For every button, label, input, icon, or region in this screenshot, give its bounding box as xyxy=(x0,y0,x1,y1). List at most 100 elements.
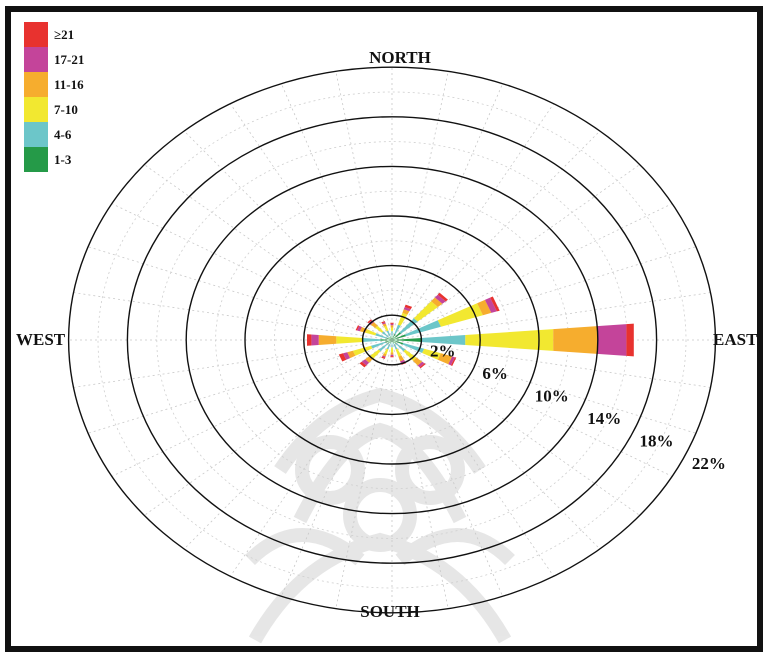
petal-segment-225-4 xyxy=(361,359,370,366)
petal-segment-292.5-4 xyxy=(357,325,362,332)
petal-segment-157.5-3 xyxy=(398,355,405,362)
petal-segment-135-1 xyxy=(395,343,406,352)
petal-segment-292.5-2 xyxy=(365,329,377,336)
direction-label-north: NORTH xyxy=(369,48,431,67)
petal-segment-112.5-3 xyxy=(437,353,453,365)
petal-segment-202.5-5 xyxy=(381,356,386,359)
petal-segment-22.5-2 xyxy=(397,312,408,326)
petal-segment-0-5 xyxy=(390,322,394,324)
petal-segment-337.5-4 xyxy=(382,322,386,325)
ring-label-6: 6% xyxy=(482,364,508,383)
petal-segment-315-3 xyxy=(370,322,378,328)
petal-segment-247.5-4 xyxy=(343,352,351,360)
speed-legend: ≥21 17-21 11-16 7-10 4-6 1-3 xyxy=(24,22,84,172)
ring-18-percent xyxy=(126,116,658,564)
petal-segment-90-2 xyxy=(465,329,554,351)
petal-segment-247.5-5 xyxy=(338,353,347,362)
petal-segment-225-0 xyxy=(387,340,392,344)
petal-segment-112.5-2 xyxy=(422,348,441,360)
petal-segment-292.5-1 xyxy=(375,333,387,339)
grid-spoke xyxy=(391,164,640,341)
petal-segment-292.5-0 xyxy=(386,337,392,340)
legend-swatch-1 xyxy=(24,47,48,72)
petal-segment-270-5 xyxy=(307,334,312,346)
legend-label-3: 7-10 xyxy=(54,102,78,117)
grid-spoke xyxy=(281,83,393,341)
petal-segment-45-2 xyxy=(413,301,438,322)
ring-layer xyxy=(67,66,717,614)
ring-label-22: 22% xyxy=(692,454,726,473)
petal-segment-247.5-1 xyxy=(371,341,386,349)
petal-segment-22.5-5 xyxy=(404,304,413,310)
petal-segment-22.5-0 xyxy=(392,334,396,340)
petal-segment-112.5-0 xyxy=(392,340,404,345)
petal-segment-225-2 xyxy=(369,349,381,359)
petal-segment-0-4 xyxy=(390,323,394,326)
legend-label-1: 17-21 xyxy=(54,52,84,67)
petal-segment-90-4 xyxy=(597,324,627,356)
petal-segment-270-3 xyxy=(318,335,337,345)
petal-segment-0-3 xyxy=(390,325,394,328)
petal-segment-180-1 xyxy=(391,342,393,348)
chart-border xyxy=(5,6,763,652)
petal-segment-202.5-2 xyxy=(384,348,389,355)
petal-segment-0-2 xyxy=(390,327,394,332)
grid-ring xyxy=(97,91,687,589)
grid-spoke xyxy=(144,339,393,516)
petal-segment-292.5-3 xyxy=(359,327,368,333)
petal-segment-67.5-4 xyxy=(484,297,497,313)
petal-segment-270-4 xyxy=(311,334,319,346)
petal-segment-0-1 xyxy=(391,331,393,337)
petal-segment-202.5-0 xyxy=(390,340,392,344)
petal-segment-270-1 xyxy=(362,338,381,342)
grid-spoke xyxy=(391,339,673,477)
petal-segment-22.5-3 xyxy=(402,309,410,315)
legend-swatch-5 xyxy=(24,147,48,172)
grid-spoke xyxy=(183,130,393,341)
petal-segment-135-5 xyxy=(419,363,426,369)
petal-segment-67.5-3 xyxy=(477,299,492,316)
petal-segment-180-4 xyxy=(390,354,394,357)
petal-segment-202.5-3 xyxy=(382,353,387,357)
direction-label-east: EAST xyxy=(713,330,758,349)
legend-swatch-2 xyxy=(24,72,48,97)
petal-segment-270-0 xyxy=(380,339,392,341)
petal-segment-315-2 xyxy=(375,325,384,333)
watermark-ornament xyxy=(245,387,515,644)
grid-spoke xyxy=(391,71,449,341)
petal-segment-112.5-5 xyxy=(450,357,457,366)
petal-segment-135-3 xyxy=(413,357,423,366)
ring-label-10: 10% xyxy=(535,386,569,405)
petal-segment-180-3 xyxy=(390,352,394,355)
ring-label-2: 2% xyxy=(430,341,456,360)
petal-segment-112.5-4 xyxy=(448,356,455,366)
petal-segment-157.5-0 xyxy=(392,340,394,344)
ring-label-18: 18% xyxy=(640,431,674,450)
petal-segment-202.5-1 xyxy=(386,343,391,350)
legend-label-2: 11-16 xyxy=(54,77,84,92)
ring-22-percent xyxy=(67,66,717,614)
grid-spoke xyxy=(391,339,503,597)
petal-segment-180-5 xyxy=(390,356,394,358)
petal-segment-247.5-3 xyxy=(347,350,356,359)
petal-segment-225-5 xyxy=(359,361,367,368)
legend-swatch-3 xyxy=(24,97,48,122)
grid-spoke xyxy=(391,339,601,550)
petal-segment-180-2 xyxy=(390,347,394,353)
petal-segment-45-5 xyxy=(437,292,448,302)
ring-10-percent xyxy=(244,215,540,465)
petal-segment-157.5-4 xyxy=(400,359,406,364)
petal-segment-270-2 xyxy=(336,336,363,344)
petal-segment-157.5-2 xyxy=(395,348,402,357)
direction-label-south: SOUTH xyxy=(360,602,420,621)
ring-label-14: 14% xyxy=(587,409,621,428)
grid-spoke xyxy=(335,339,393,609)
petal-segment-67.5-1 xyxy=(405,320,441,337)
petal-segment-67.5-0 xyxy=(392,334,406,340)
petal-segment-0-0 xyxy=(391,336,393,340)
grid-spoke xyxy=(391,339,449,609)
petal-segment-45-3 xyxy=(431,297,443,307)
petal-segment-67.5-5 xyxy=(490,296,500,312)
